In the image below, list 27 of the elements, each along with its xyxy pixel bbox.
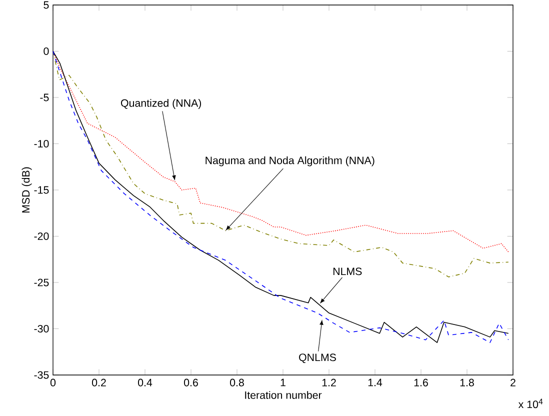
x-tick-label: 0.8 [230,378,244,386]
x-tick-label: 1.6 [414,378,428,386]
y-tick-label: -20 [34,232,49,240]
y-tick-label: 0 [44,47,49,56]
x-tick-label: 0.6 [184,378,198,386]
annotation: NLMS [333,268,362,276]
x-tick-label: 0.4 [138,378,152,386]
y-tick-label: -10 [34,140,49,148]
annotation: QNLMS [299,354,336,364]
x-tick-label: 1.4 [368,378,382,386]
y-tick-label: -35 [34,371,49,379]
y-tick-label: -25 [34,278,49,286]
y-axis-title: MSD (dB) [22,167,32,213]
x-tick-label: 0 [50,378,56,386]
x-tick-label: 2 [510,378,516,386]
y-tick-label: -5 [40,94,49,102]
y-tick-label: -15 [34,186,49,194]
text: x 10$^{4}$ [518,398,543,408]
x-axis-title: Iteration number [245,391,322,399]
y-tick-label: 5 [44,1,49,9]
annotation: Quantized (NNA) [121,98,202,109]
annotation: Naguma and Noda Algorithm (NNA) [206,156,374,166]
y-tick-label: -30 [34,324,49,333]
x-tick-label: 0.2 [92,378,106,386]
x-tick-label: 1.2 [322,378,336,386]
x-tick-label: 1.8 [460,378,474,386]
x-tick-label: 1 [280,378,286,386]
